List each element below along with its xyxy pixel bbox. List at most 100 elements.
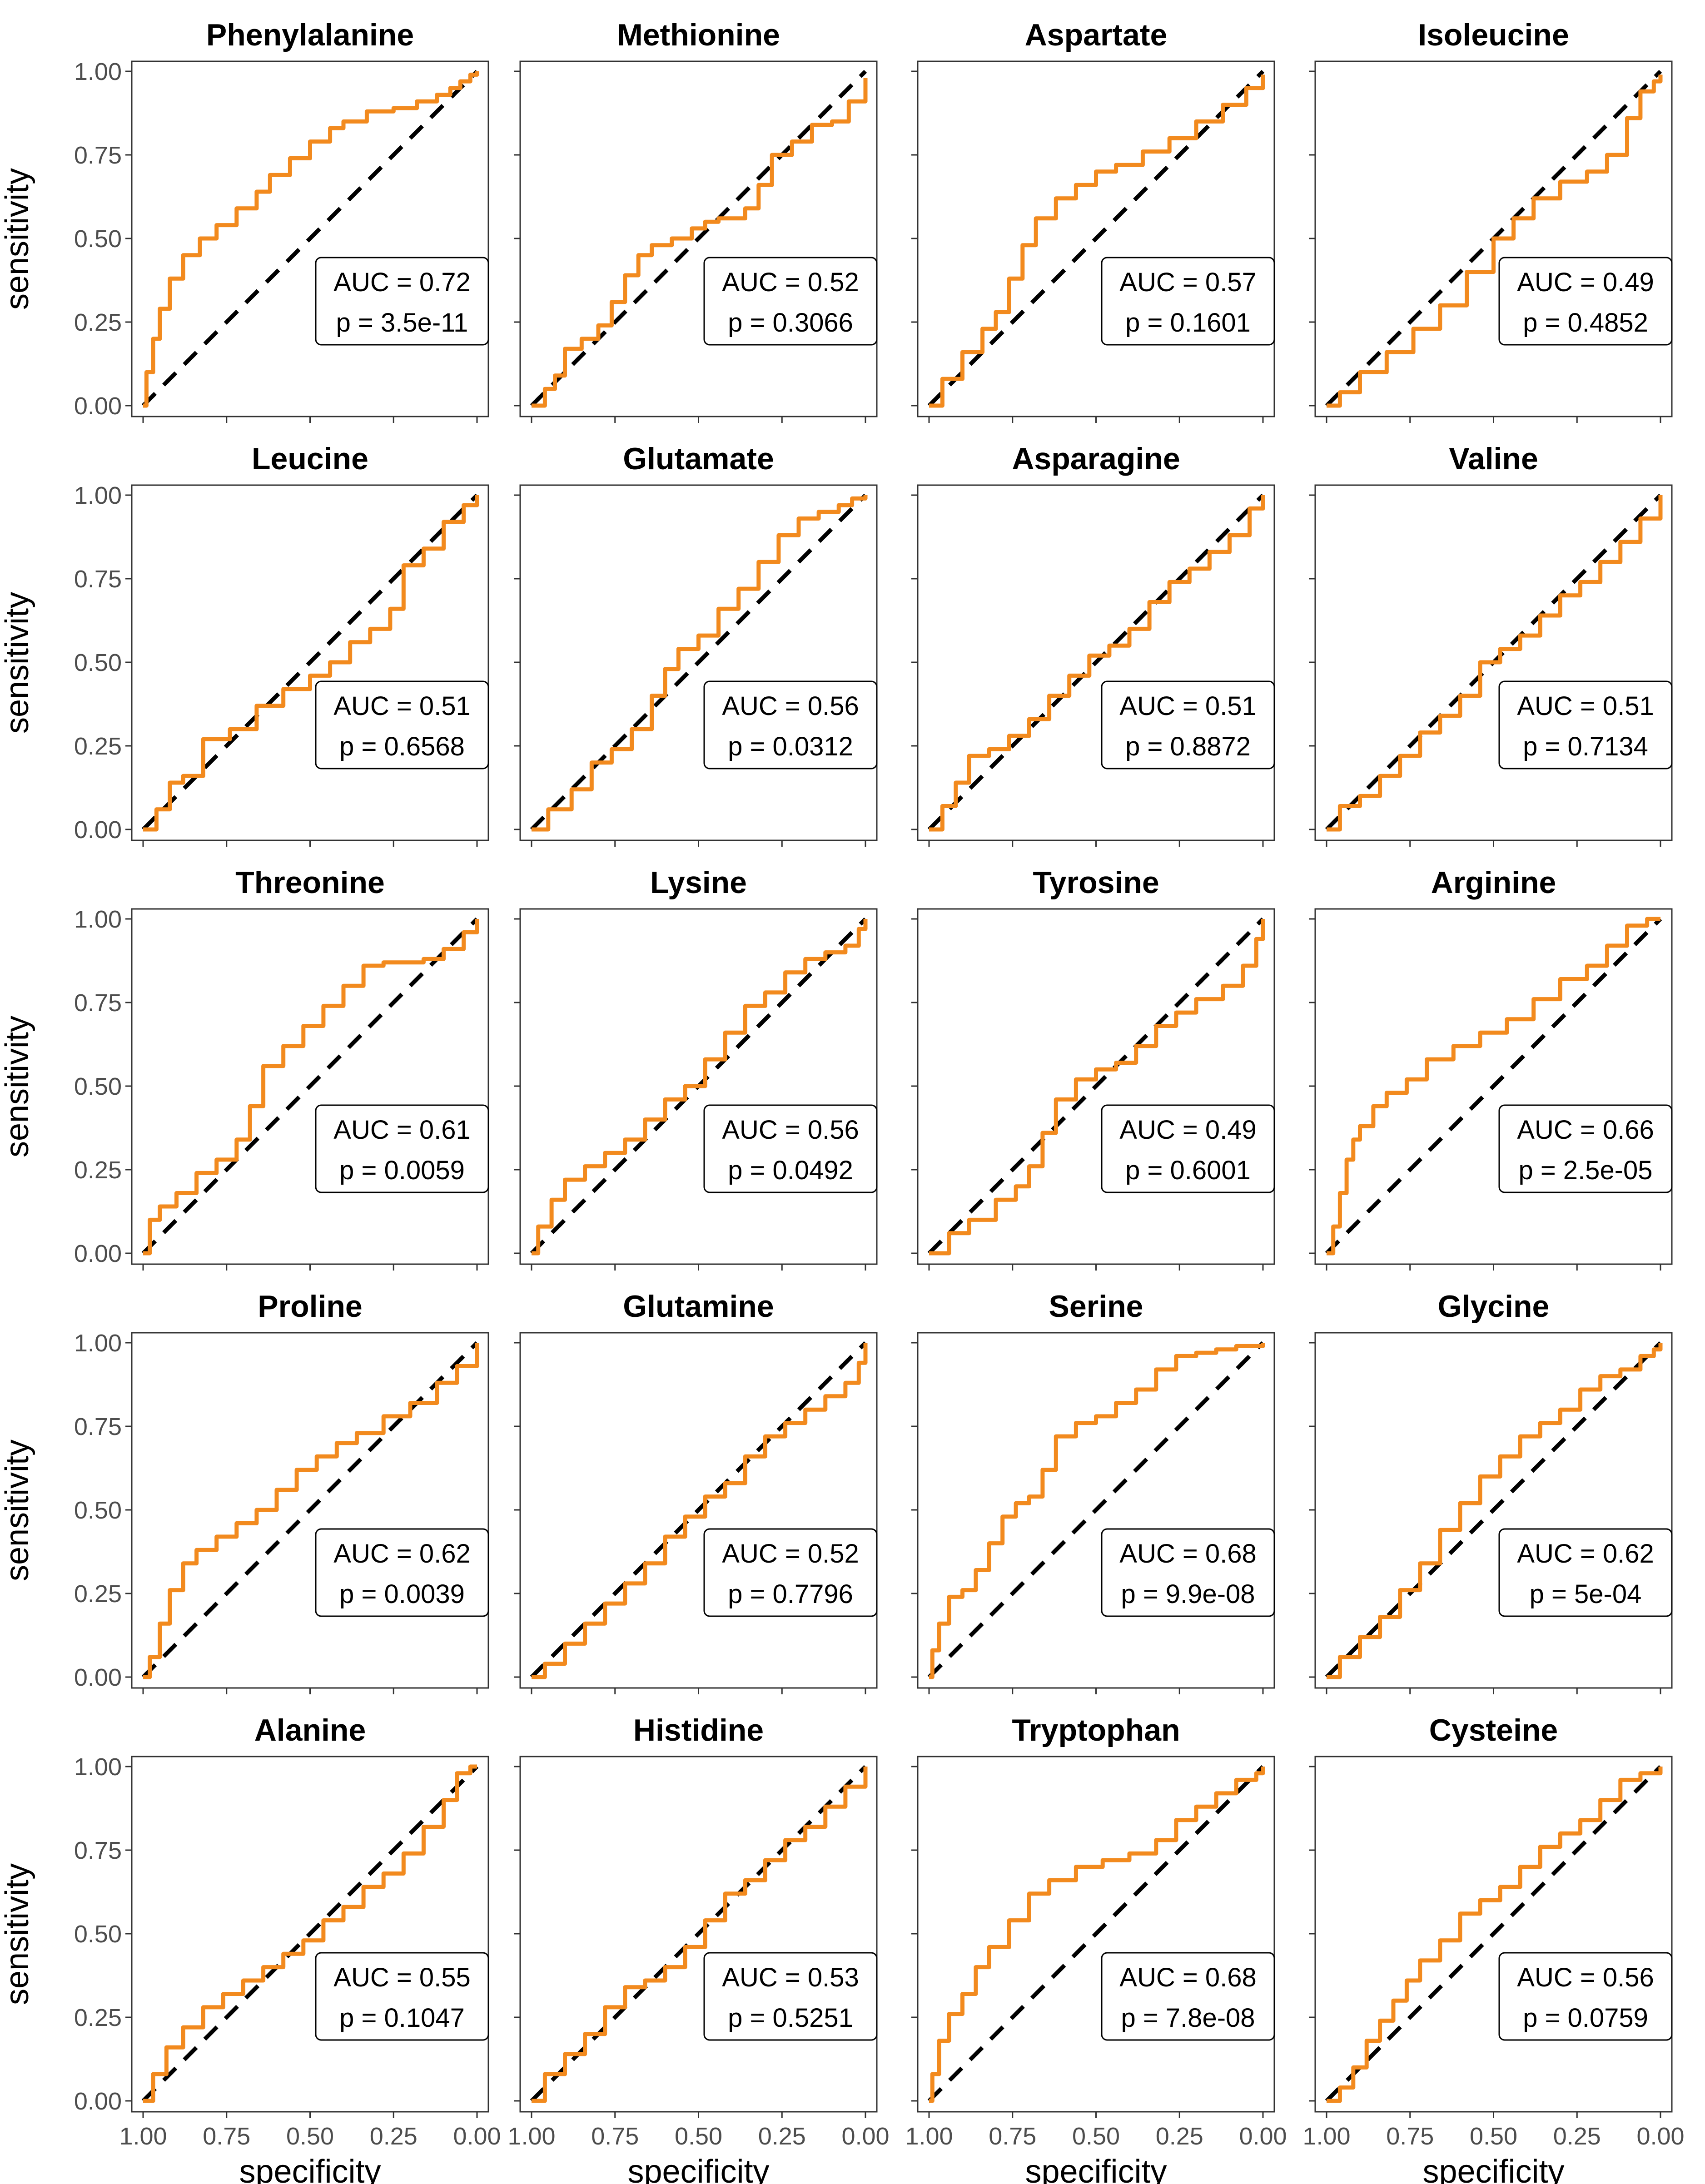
y-axis-label: sensitivity	[0, 1439, 35, 1581]
annotation-box	[315, 1528, 489, 1617]
x-axis-label: specificity	[239, 2154, 381, 2184]
auc-label: AUC = 0.61	[333, 1115, 470, 1145]
annotation-box	[1498, 1952, 1673, 2041]
roc-curve	[532, 1767, 868, 2103]
annotation-box	[1101, 1952, 1275, 2041]
p-value-label: p = 0.8872	[1125, 732, 1251, 761]
p-value-label: p = 0.0312	[728, 732, 853, 761]
y-tick-label: 1.00	[74, 1753, 122, 1781]
p-value-label: p = 0.0039	[339, 1579, 465, 1609]
p-value-label: p = 0.7796	[728, 1579, 853, 1609]
y-tick-label: 0.00	[74, 2088, 122, 2115]
x-tick-label: 0.75	[1386, 2123, 1434, 2150]
auc-label: AUC = 0.57	[1119, 268, 1256, 297]
roc-curve	[143, 71, 479, 408]
x-tick-label: 0.50	[286, 2123, 334, 2150]
roc-panel-methionine: Methionine AUC = 0.52 p = 0.3066	[514, 18, 878, 423]
annotation-box	[1101, 680, 1275, 769]
panel-title: Valine	[1449, 442, 1538, 476]
y-axis-label: sensitivity	[0, 592, 35, 734]
reference-diagonal	[530, 493, 867, 831]
x-tick-label: 0.75	[203, 2123, 250, 2150]
annotation-box	[1101, 1528, 1275, 1617]
y-tick-label: 1.00	[74, 906, 122, 933]
auc-label: AUC = 0.52	[722, 268, 859, 297]
y-tick-label: 0.00	[74, 816, 122, 844]
reference-diagonal	[927, 1341, 1265, 1679]
p-value-label: p = 0.0492	[728, 1156, 853, 1185]
reference-diagonal	[141, 69, 479, 407]
annotation-box	[315, 680, 489, 769]
panel-title: Tryptophan	[1012, 1713, 1180, 1747]
auc-label: AUC = 0.62	[333, 1539, 470, 1569]
p-value-label: p = 0.6568	[339, 732, 465, 761]
reference-diagonal	[1325, 1765, 1662, 2103]
roc-panel-phenylalanine: Phenylalanine 0.00 0.25 0.50 0.75 1.00 AUC = 0…	[0, 18, 489, 423]
reference-diagonal	[141, 1765, 479, 2103]
roc-curve	[143, 1343, 479, 1679]
p-value-label: p = 0.1047	[339, 2003, 465, 2033]
annotation-box	[1498, 1104, 1673, 1193]
panel-title: Aspartate	[1025, 18, 1168, 52]
reference-diagonal	[1325, 1341, 1662, 1679]
x-tick-label: 1.00	[119, 2123, 167, 2150]
auc-label: AUC = 0.68	[1119, 1963, 1256, 1992]
roc-curve	[929, 1343, 1265, 1679]
panel-title: Proline	[258, 1289, 363, 1324]
x-axis-label: specificity	[1422, 2154, 1564, 2184]
roc-panel-proline: Proline 0.00 0.25 0.50 0.75 1.00 AUC = 0.62 p =…	[0, 1289, 489, 1694]
x-tick-label: 0.25	[1553, 2123, 1601, 2150]
auc-label: AUC = 0.53	[722, 1963, 859, 1992]
panel-title: Serine	[1049, 1289, 1143, 1324]
panel-title: Glycine	[1438, 1289, 1550, 1324]
x-tick-label: 0.50	[1072, 2123, 1120, 2150]
auc-label: AUC = 0.56	[1517, 1963, 1654, 1992]
x-tick-label: 0.00	[1636, 2123, 1684, 2150]
roc-panel-glutamate: Glutamate AUC = 0.56 p = 0.0312	[514, 442, 878, 847]
p-value-label: p = 5e-04	[1530, 1579, 1642, 1609]
reference-diagonal	[141, 1341, 479, 1679]
p-value-label: p = 0.4852	[1523, 308, 1648, 338]
x-tick-label: 1.00	[1302, 2123, 1350, 2150]
y-tick-label: 0.00	[74, 392, 122, 420]
annotation-box	[703, 1104, 878, 1193]
y-tick-label: 0.75	[74, 1413, 122, 1440]
x-tick-label: 0.00	[1239, 2123, 1287, 2150]
roc-panel-glycine: Glycine AUC = 0.62 p = 5e-04	[1309, 1289, 1673, 1694]
y-tick-label: 0.00	[74, 1240, 122, 1267]
x-tick-label: 0.00	[453, 2123, 501, 2150]
auc-label: AUC = 0.62	[1517, 1539, 1654, 1569]
auc-label: AUC = 0.56	[722, 691, 859, 721]
y-tick-label: 0.25	[74, 1157, 122, 1184]
roc-curve	[143, 495, 479, 832]
roc-curve	[532, 495, 868, 832]
panel-title: Asparagine	[1012, 442, 1180, 476]
panel-title: Lysine	[650, 865, 747, 900]
roc-panel-alanine: Alanine 0.00 0.25 0.50 0.75 1.00 1.00 0.75 0.50 0…	[0, 1713, 501, 2184]
roc-curve	[532, 1343, 868, 1679]
annotation-box	[1101, 1104, 1275, 1193]
p-value-label: p = 0.5251	[728, 2003, 853, 2033]
y-tick-label: 0.00	[74, 1664, 122, 1691]
roc-panel-threonine: Threonine 0.00 0.25 0.50 0.75 1.00 AUC = 0.61 p…	[0, 865, 489, 1271]
auc-label: AUC = 0.51	[1517, 691, 1654, 721]
y-tick-label: 0.50	[74, 1073, 122, 1100]
x-tick-label: 0.50	[675, 2123, 722, 2150]
roc-panel-cysteine: Cysteine 1.00 0.75 0.50 0.25 0.00 AUC = 0.56 p …	[1302, 1713, 1684, 2184]
auc-label: AUC = 0.68	[1119, 1539, 1256, 1569]
panel-title: Threonine	[235, 865, 385, 900]
p-value-label: p = 9.9e-08	[1121, 1579, 1255, 1609]
auc-label: AUC = 0.56	[722, 1115, 859, 1145]
p-value-label: p = 0.3066	[728, 308, 853, 338]
roc-panel-lysine: Lysine AUC = 0.56 p = 0.0492	[514, 865, 878, 1271]
roc-panel-isoleucine: Isoleucine AUC = 0.49 p = 0.4852	[1309, 18, 1673, 423]
p-value-label: p = 3.5e-11	[336, 308, 468, 338]
roc-panel-tryptophan: Tryptophan 1.00 0.75 0.50 0.25 0.00 AUC = 0.68…	[905, 1713, 1287, 2184]
annotation-box	[703, 680, 878, 769]
reference-diagonal	[927, 917, 1265, 1255]
panel-title: Phenylalanine	[206, 18, 414, 52]
auc-label: AUC = 0.52	[722, 1539, 859, 1569]
y-tick-label: 0.50	[74, 649, 122, 676]
panel-title: Histidine	[633, 1713, 764, 1747]
